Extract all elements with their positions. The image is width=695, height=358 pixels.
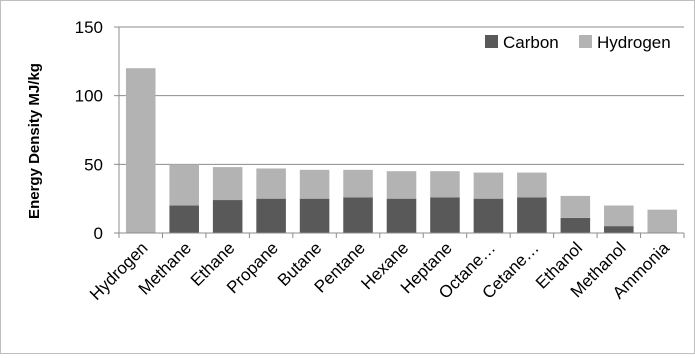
y-tick-labels: 0 50 100 150 xyxy=(75,18,103,243)
bar-carbon-ethane xyxy=(212,200,243,233)
legend-swatch-carbon xyxy=(485,35,498,48)
bar-hydrogen-ammonia xyxy=(647,209,678,233)
bar-hydrogen-methanol xyxy=(604,205,634,227)
y-axis-label: Energy Density MJ/kg xyxy=(26,63,43,219)
legend-label-hydrogen: Hydrogen xyxy=(597,33,671,52)
bar-hydrogen-propane xyxy=(256,168,286,199)
x-tick-labels: HydrogenMethaneEthanePropaneButanePentan… xyxy=(86,238,673,304)
y-tick-label: 100 xyxy=(75,87,103,106)
bar-hydrogen-heptane xyxy=(430,171,460,198)
bar-hydrogen-cetane xyxy=(517,172,547,198)
bar-hydrogen-ethane xyxy=(212,167,243,201)
y-tick-label: 0 xyxy=(94,224,103,243)
bar-carbon-butane xyxy=(299,198,330,233)
bar-carbon-octane xyxy=(473,198,504,233)
bar-carbon-ethanol xyxy=(560,217,591,233)
bar-carbon-heptane xyxy=(430,197,460,233)
bar-carbon-propane xyxy=(256,198,286,233)
y-tick-label: 150 xyxy=(75,18,103,37)
legend-label-carbon: Carbon xyxy=(503,33,559,52)
legend: Carbon Hydrogen xyxy=(485,33,671,52)
bar-carbon-methane xyxy=(169,205,199,233)
x-tick-label: Hydrogen xyxy=(86,238,152,304)
axes xyxy=(114,26,685,238)
bar-carbon-methanol xyxy=(604,226,634,233)
bar-carbon-hexane xyxy=(386,198,417,233)
bar-hydrogen-octane xyxy=(473,172,504,199)
bar-hydrogen-hydrogen xyxy=(125,68,156,233)
bar-hydrogen-butane xyxy=(299,169,330,199)
legend-swatch-hydrogen xyxy=(579,35,592,48)
gridlines xyxy=(119,26,684,165)
bar-hydrogen-ethanol xyxy=(560,195,591,218)
bar-hydrogen-hexane xyxy=(386,171,417,199)
bar-carbon-pentane xyxy=(343,197,373,233)
bars xyxy=(125,68,678,233)
y-tick-label: 50 xyxy=(84,155,103,174)
bar-hydrogen-methane xyxy=(169,164,199,206)
bar-carbon-cetane xyxy=(517,197,547,233)
bar-hydrogen-pentane xyxy=(343,169,373,198)
